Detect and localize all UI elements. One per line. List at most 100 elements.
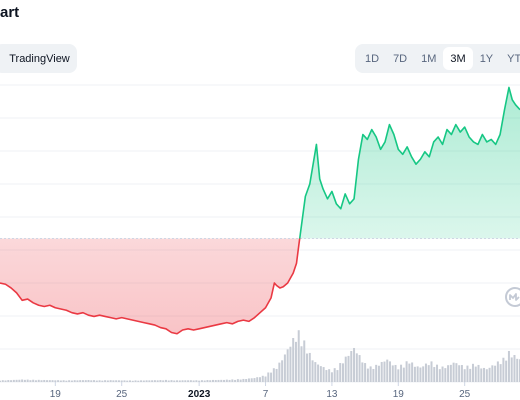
volume-bar	[510, 357, 513, 382]
watermark-mark	[509, 293, 520, 301]
volume-bar	[153, 380, 156, 382]
volume-bar	[228, 379, 231, 382]
volume-bar	[314, 362, 317, 382]
volume-bar	[339, 363, 342, 382]
volume-bar	[95, 380, 98, 382]
x-tick-label: 19	[393, 389, 405, 400]
volume-bar	[480, 368, 483, 382]
volume-bar	[361, 362, 364, 382]
volume-bar	[192, 380, 195, 382]
volume-bar	[34, 380, 37, 382]
volume-bar	[211, 379, 214, 382]
price-area-up	[299, 87, 520, 239]
volume-bar	[364, 363, 367, 382]
volume-bar	[131, 380, 134, 382]
volume-bar	[333, 368, 336, 382]
coinmarketcap-logo-icon	[505, 287, 520, 307]
volume-bar	[1, 380, 4, 382]
volume-bar	[26, 379, 29, 382]
volume-bar	[104, 380, 107, 382]
volume-bar	[300, 346, 303, 382]
volume-bar	[283, 354, 286, 382]
volume-bar	[15, 379, 18, 382]
volume-bar	[84, 380, 87, 382]
volume-bar	[491, 365, 494, 382]
volume-bar	[328, 369, 331, 382]
x-tick-label: 7	[263, 389, 269, 400]
volume-bar	[422, 366, 425, 382]
volume-bar	[336, 370, 339, 382]
volume-bar	[134, 380, 137, 382]
x-tick-label: 25	[459, 389, 471, 400]
volume-bar	[358, 355, 361, 382]
tradingview-button[interactable]: TradingView	[0, 44, 77, 73]
volume-bar	[40, 380, 43, 382]
watermark-ring	[505, 287, 520, 307]
volume-bar	[214, 380, 217, 382]
x-tick-label: 2023	[188, 389, 211, 400]
volume-bar	[452, 362, 455, 382]
volume-bar	[101, 380, 104, 382]
volume-bar	[272, 368, 275, 382]
volume-bar	[436, 364, 439, 382]
volume-bar	[115, 380, 118, 382]
volume-bar	[397, 369, 400, 382]
volume-bar	[483, 367, 486, 382]
volume-bar	[167, 380, 170, 382]
range-ytd-button[interactable]: YTD	[507, 52, 520, 65]
volume-bar	[507, 350, 510, 382]
volume-bar	[430, 361, 433, 382]
volume-bar	[488, 367, 491, 382]
volume-bar	[195, 380, 198, 382]
volume-bar	[239, 379, 242, 382]
range-1m-button[interactable]: 1M	[421, 52, 437, 65]
volume-bar	[322, 367, 325, 382]
volume-bar	[62, 380, 65, 382]
volume-bar	[292, 338, 295, 382]
volume-bar	[217, 379, 220, 382]
volume-bar	[308, 352, 311, 382]
volume-bar	[178, 380, 181, 382]
volume-bar	[306, 353, 309, 382]
volume-bar	[145, 380, 148, 382]
volume-bar	[120, 380, 123, 382]
volume-bar	[93, 380, 96, 382]
volume-bar	[0, 380, 1, 382]
volume-bar	[466, 365, 469, 382]
volume-bar	[281, 360, 284, 382]
volume-bar	[347, 355, 350, 382]
volume-bar	[148, 380, 151, 382]
range-3m-button[interactable]: 3M	[443, 47, 473, 70]
volume-bar	[170, 380, 173, 382]
volume-bar	[225, 379, 228, 382]
volume-bar	[438, 369, 441, 382]
price-line-up	[298, 86, 520, 239]
volume-bar	[400, 364, 403, 382]
volume-bar	[187, 380, 190, 382]
volume-bar	[200, 380, 203, 382]
price-area-down	[0, 238, 520, 334]
volume-bar	[372, 368, 375, 382]
volume-bar	[380, 361, 383, 382]
range-7d-button[interactable]: 7D	[393, 52, 408, 65]
volume-bar	[502, 357, 505, 382]
volume-bar	[463, 369, 466, 382]
volume-bar	[383, 361, 386, 382]
range-1y-button[interactable]: 1Y	[479, 52, 494, 65]
volume-bar	[494, 365, 497, 382]
volume-bar	[474, 366, 477, 382]
volume-bar	[408, 363, 411, 382]
volume-bar	[142, 380, 145, 382]
range-1d-button[interactable]: 1D	[365, 52, 380, 65]
volume-bar	[303, 340, 306, 382]
volume-bar	[10, 380, 13, 382]
volume-bar	[87, 380, 90, 382]
volume-bar	[176, 380, 179, 382]
volume-bar	[7, 380, 10, 382]
volume-bar	[416, 366, 419, 382]
volume-bar	[394, 364, 397, 382]
volume-bar	[471, 363, 474, 382]
volume-bar	[289, 346, 292, 382]
volume-bar	[477, 364, 480, 382]
